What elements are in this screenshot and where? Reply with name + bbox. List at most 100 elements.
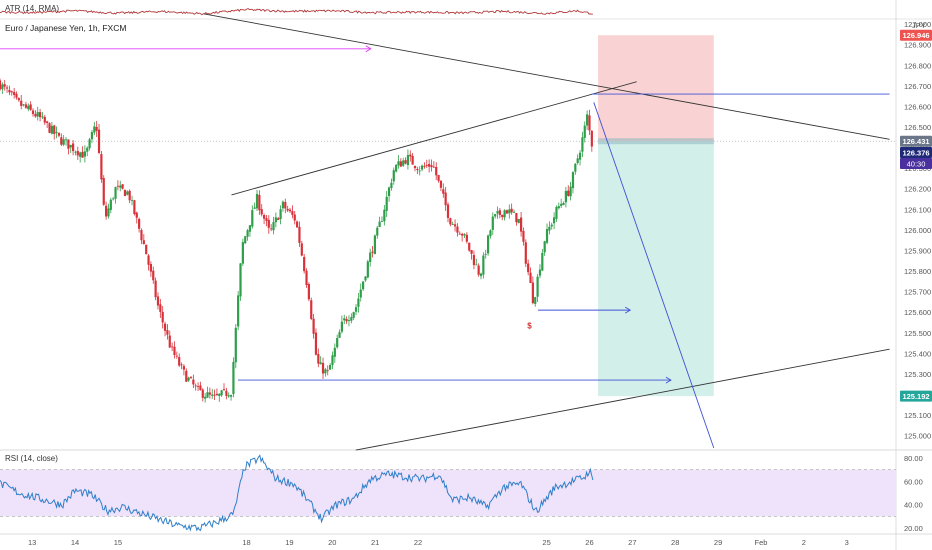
candle-body — [279, 209, 282, 220]
rsi-tick-label: 80.00 — [904, 454, 923, 463]
candle-body — [168, 335, 171, 348]
candle-body — [581, 137, 584, 152]
candle-body — [529, 272, 532, 284]
candle-body — [373, 235, 377, 255]
y-tick-label: 126.600 — [904, 102, 931, 111]
trend-line[interactable] — [203, 13, 890, 140]
countdown-label: 40:30 — [907, 160, 926, 169]
candle-body — [138, 218, 141, 229]
candle-body — [387, 187, 391, 197]
projection-line[interactable] — [593, 102, 715, 449]
candle-body — [298, 226, 301, 243]
candle-body — [501, 214, 504, 218]
candle-body — [246, 230, 249, 237]
candle-body — [574, 163, 577, 172]
candle-body — [439, 180, 443, 188]
candle-body — [270, 228, 273, 230]
candle-body — [156, 296, 160, 306]
candle-body — [27, 105, 30, 110]
candle-body — [317, 353, 320, 364]
candle-body — [244, 236, 247, 244]
candle-body — [218, 393, 221, 397]
candle-body — [578, 152, 582, 160]
x-tick-label: 27 — [628, 538, 636, 547]
candle-body — [109, 199, 112, 210]
candle-body — [121, 184, 124, 189]
candle-body — [0, 80, 2, 90]
candle-body — [553, 217, 556, 224]
y-tick-label: 125.500 — [904, 329, 931, 338]
countdown-badge — [900, 158, 932, 170]
candle-body — [378, 221, 381, 228]
candle-body — [79, 152, 82, 157]
rsi-line — [0, 454, 594, 532]
candle-body — [71, 143, 75, 152]
x-tick-label: 18 — [242, 538, 250, 547]
candle-body — [326, 370, 329, 372]
stop-loss-zone[interactable] — [598, 35, 714, 142]
candle-body — [274, 217, 277, 223]
candle-body — [123, 189, 127, 197]
candle-body — [260, 209, 263, 215]
candles[interactable] — [0, 78, 593, 403]
candle-body — [413, 165, 417, 169]
candle-body — [175, 355, 178, 357]
candle-body — [468, 242, 471, 251]
candle-body — [588, 115, 591, 131]
y-tick-label: 125.600 — [904, 308, 931, 317]
candle-body — [477, 265, 480, 275]
candle-body — [86, 147, 89, 152]
candle-body — [437, 174, 440, 181]
candle-body — [107, 208, 110, 217]
candle-body — [548, 226, 551, 231]
candle-body — [465, 234, 468, 242]
candle-body — [416, 168, 419, 171]
y-tick-label: 125.900 — [904, 246, 931, 255]
candle-body — [522, 230, 525, 242]
y-tick-label: 126.000 — [904, 226, 931, 235]
candle-body — [196, 386, 200, 387]
candle-body — [456, 226, 459, 233]
candle-body — [369, 252, 372, 262]
candle-body — [178, 357, 181, 366]
candle-body — [569, 186, 572, 197]
x-tick-label: 2 — [802, 538, 806, 547]
candle-body — [10, 91, 13, 93]
candle-body — [57, 132, 61, 136]
candle-body — [220, 390, 223, 396]
candle-body — [88, 139, 91, 149]
candle-body — [1, 84, 4, 90]
candle-body — [173, 346, 176, 356]
atr-line — [0, 8, 593, 16]
candle-body — [545, 229, 549, 243]
candle-body — [100, 154, 103, 180]
candle-body — [267, 219, 270, 228]
arrow-head — [624, 306, 632, 314]
candle-body — [145, 244, 148, 255]
trend-line[interactable] — [355, 348, 890, 451]
candle-body — [534, 297, 537, 304]
candle-body — [152, 270, 155, 281]
drawings[interactable]: $ — [0, 13, 890, 451]
take-profit-zone[interactable] — [598, 141, 714, 397]
candle-body — [69, 144, 72, 148]
candle-body — [425, 165, 428, 166]
position-zones[interactable] — [598, 35, 714, 397]
entry-band[interactable] — [598, 138, 714, 145]
candle-body — [149, 263, 153, 272]
candle-body — [97, 129, 101, 153]
rsi-tick-label: 20.00 — [904, 524, 923, 533]
candle-body — [463, 234, 466, 236]
candle-body — [253, 207, 256, 209]
candle-body — [187, 377, 190, 381]
candle-body — [114, 187, 117, 199]
candle-body — [206, 392, 209, 398]
candle-body — [364, 276, 367, 281]
candle-body — [362, 281, 365, 290]
currency-label: JPY — [912, 21, 926, 30]
chart-title: Euro / Japanese Yen, 1h, FXCM — [5, 23, 126, 33]
candle-body — [343, 318, 346, 321]
candle-body — [312, 318, 315, 334]
trend-line[interactable] — [231, 81, 637, 196]
